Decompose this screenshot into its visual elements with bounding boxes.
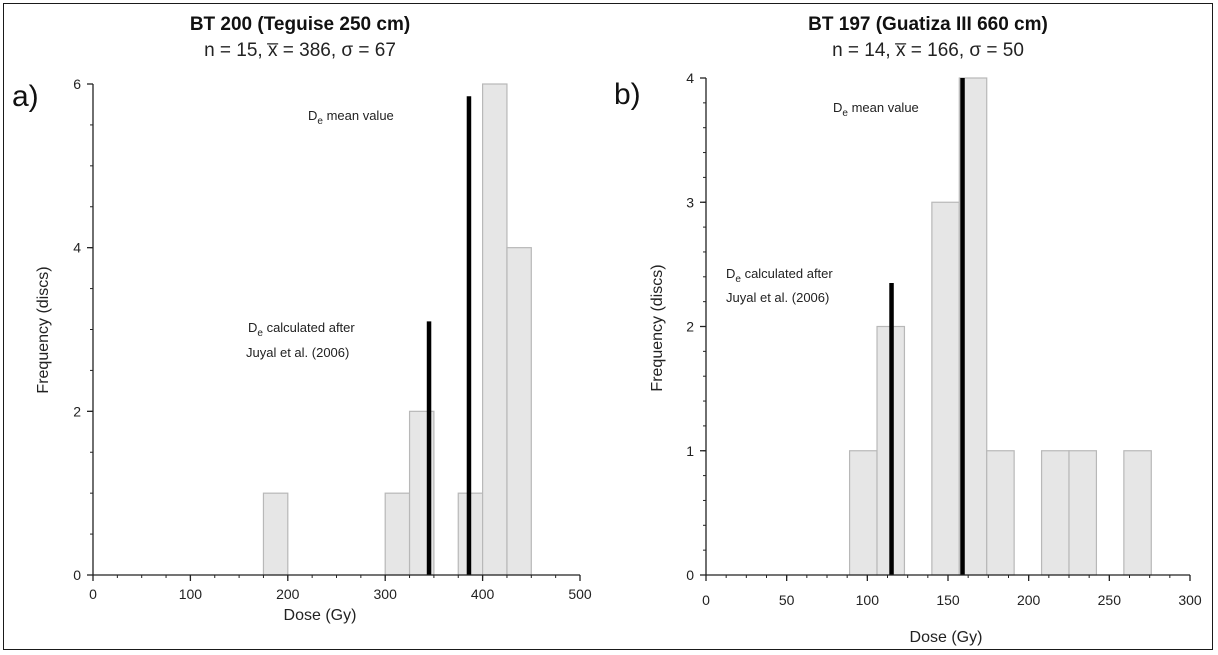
panel-b-y-tick-label: 3 bbox=[686, 194, 694, 210]
panel-b-histogram-bar bbox=[931, 201, 960, 576]
panel-b-title: BT 197 (Guatiza III 660 cm) bbox=[808, 14, 1048, 35]
panel-a-x-tick-label: 0 bbox=[89, 586, 97, 602]
figure-frame bbox=[3, 3, 1213, 650]
panel-b-y-tick-label: 1 bbox=[686, 443, 694, 459]
panel-a-label: a) bbox=[12, 80, 39, 113]
panel-b-juyal-sub: e bbox=[735, 274, 741, 285]
panel-b-mean-text: mean value bbox=[848, 100, 919, 115]
panel-a-subtitle: n = 15, x̅ = 386, σ = 67 bbox=[204, 40, 396, 61]
panel-a-histogram-bar bbox=[506, 247, 532, 576]
panel-b-mean-d: D bbox=[833, 100, 842, 115]
panel-b-x-axis-label: Dose (Gy) bbox=[910, 629, 983, 646]
panel-a-juyal-d: D bbox=[248, 320, 257, 335]
panel-b-label: b) bbox=[614, 78, 641, 111]
panel-a-x-tick-label: 400 bbox=[471, 586, 495, 602]
panel-b-x-tick-label: 100 bbox=[856, 592, 880, 608]
panel-b-x-tick-label: 150 bbox=[936, 592, 960, 608]
panel-a-y-axis-label: Frequency (discs) bbox=[35, 266, 52, 393]
panel-b-juyal-annotation-line2: Juyal et al. (2006) bbox=[726, 290, 829, 305]
panel-a-x-tick-label: 100 bbox=[179, 586, 203, 602]
panel-b-histogram-bar bbox=[1068, 450, 1098, 576]
panel-b-y-tick-label: 2 bbox=[686, 319, 694, 335]
panel-a-histogram-bar bbox=[482, 83, 508, 576]
panel-a-juyal-sub: e bbox=[257, 328, 263, 339]
panel-b-mean-annotation: De mean value bbox=[833, 100, 919, 119]
panel-b-x-tick-label: 300 bbox=[1178, 592, 1202, 608]
panel-a-x-axis-label: Dose (Gy) bbox=[284, 607, 357, 624]
panel-b-mean-sub: e bbox=[842, 108, 848, 119]
panel-a-y-tick-label: 6 bbox=[73, 76, 81, 92]
panel-b-x-tick-label: 200 bbox=[1017, 592, 1041, 608]
panel-a-juyal-annotation-line1: De calculated after bbox=[248, 320, 355, 339]
panel-b-y-tick-label: 0 bbox=[686, 567, 694, 583]
panel-a-x-tick-label: 300 bbox=[374, 586, 398, 602]
panel-b-juyal-text: calculated after bbox=[741, 266, 833, 281]
panel-a-title: BT 200 (Teguise 250 cm) bbox=[190, 14, 410, 35]
panel-b-histogram-bar bbox=[848, 450, 878, 576]
panel-a-y-tick-label: 0 bbox=[73, 567, 81, 583]
panel-b-histogram-bar bbox=[1123, 450, 1152, 576]
panel-a-mean-text: mean value bbox=[323, 108, 394, 123]
panel-b-y-axis-label: Frequency (discs) bbox=[649, 264, 666, 391]
panel-a-y-tick-label: 2 bbox=[73, 403, 81, 419]
panel-a-juyal-annotation-line2: Juyal et al. (2006) bbox=[246, 345, 349, 360]
panel-b-subtitle: n = 14, x̅ = 166, σ = 50 bbox=[832, 40, 1024, 61]
panel-b-x-tick-label: 50 bbox=[779, 592, 795, 608]
panel-a-histogram-bar bbox=[262, 492, 289, 576]
panel-a-mean-annotation: De mean value bbox=[308, 108, 394, 127]
panel-b-y-tick-label: 4 bbox=[686, 70, 694, 86]
panel-a-mean-d: D bbox=[308, 108, 317, 123]
panel-b-juyal-d: D bbox=[726, 266, 735, 281]
panel-b-juyal-annotation-line1: De calculated after bbox=[726, 266, 833, 285]
panel-a-histogram-bar bbox=[384, 492, 411, 576]
panel-a-plot: 0 100 200 300 400 500 0 2 4 6 bbox=[73, 76, 592, 602]
panel-b-histogram-bar bbox=[1040, 450, 1070, 576]
panel-a-x-tick-label: 500 bbox=[568, 586, 592, 602]
panel-a-x-tick-label: 200 bbox=[276, 586, 300, 602]
panel-b-plot: 0 50 100 150 200 250 300 0 1 2 3 4 bbox=[686, 70, 1202, 608]
plot-area: 0 100 200 300 400 500 0 2 4 6 0 50 100 150 200 250 300 0 1… bbox=[73, 70, 1202, 608]
panel-b-x-tick-label: 250 bbox=[1098, 592, 1122, 608]
panel-a-y-tick-label: 4 bbox=[73, 240, 81, 256]
panel-a-mean-sub: e bbox=[317, 116, 323, 127]
panel-a-juyal-text: calculated after bbox=[263, 320, 355, 335]
panel-b-histogram-bar bbox=[986, 450, 1015, 576]
panel-b-x-tick-label: 0 bbox=[702, 592, 710, 608]
